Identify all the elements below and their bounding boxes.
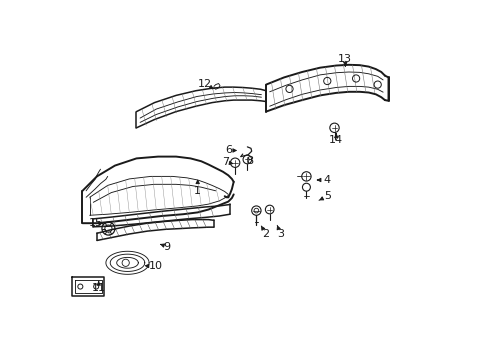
Text: 6: 6 [224, 145, 231, 156]
Text: 14: 14 [328, 135, 343, 145]
Text: 8: 8 [246, 156, 253, 166]
Text: 13: 13 [338, 54, 351, 64]
Text: 3: 3 [276, 229, 284, 239]
Text: 2: 2 [262, 229, 269, 239]
Text: 10: 10 [149, 261, 163, 271]
Text: 15: 15 [89, 218, 103, 228]
Text: 9: 9 [163, 242, 170, 252]
Text: 12: 12 [198, 78, 211, 89]
Text: 1: 1 [194, 186, 201, 196]
Text: 5: 5 [323, 191, 330, 201]
Text: 11: 11 [92, 283, 105, 293]
Text: 7: 7 [222, 157, 228, 167]
Text: 4: 4 [323, 175, 330, 185]
